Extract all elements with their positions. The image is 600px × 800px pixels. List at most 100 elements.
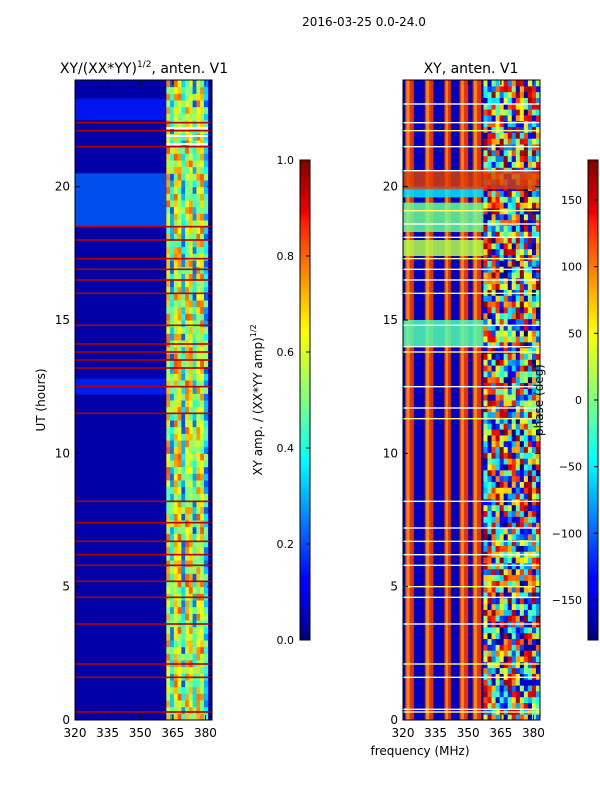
heatmap-cell [177, 360, 182, 368]
heatmap-cell [487, 638, 493, 645]
heatmap-cell [173, 280, 179, 288]
heatmap-cell [491, 138, 497, 145]
amplitude-axes-frame [74, 79, 213, 721]
heatmap-cell [495, 394, 501, 401]
heatmap-cell [495, 702, 501, 709]
heatmap-cell [192, 413, 197, 421]
heatmap-cell [531, 650, 537, 657]
heatmap-cell [170, 180, 175, 188]
heatmap-cell [527, 254, 533, 261]
heatmap-cell [170, 640, 175, 648]
heatmap-cell [188, 540, 194, 548]
heatmap-cell [495, 464, 501, 471]
heatmap-cell [503, 545, 509, 552]
heatmap-cell [527, 685, 533, 692]
heatmap-cell [515, 277, 521, 285]
heatmap-cell [499, 277, 505, 285]
heatmap-gap-line [403, 527, 540, 529]
colorbar-tick-label: −100 [552, 527, 582, 540]
heatmap-cell [483, 458, 488, 465]
heatmap-cell [188, 240, 194, 248]
heatmap-cell [170, 173, 175, 181]
heatmap-cell [511, 376, 517, 384]
heatmap-cell [487, 219, 493, 226]
heatmap-cell [515, 493, 521, 500]
heatmap-cell [166, 93, 171, 101]
heatmap-cell [535, 487, 540, 494]
heatmap-cell [499, 295, 505, 302]
heatmap-cell [499, 400, 505, 407]
heatmap-cell [527, 481, 533, 488]
heatmap-cell [503, 673, 509, 680]
heatmap-cell [531, 120, 537, 128]
heatmap-cell [487, 469, 493, 477]
heatmap-cell [188, 513, 194, 521]
heatmap-cell [511, 615, 517, 622]
heatmap-cell [507, 254, 513, 261]
heatmap-cell [181, 466, 186, 474]
heatmap-cell [531, 155, 537, 162]
heatmap-gap-line [75, 521, 212, 524]
heatmap-cell [519, 475, 525, 482]
heatmap-cell [487, 97, 493, 104]
heatmap-cell [531, 434, 537, 442]
heatmap-cell [483, 312, 488, 320]
heatmap-cell [495, 341, 501, 349]
heatmap-cell [166, 193, 171, 201]
heatmap-cell [523, 283, 529, 290]
heatmap-cell [535, 574, 540, 581]
heatmap-cell [487, 155, 493, 162]
heatmap-cell [507, 603, 513, 610]
heatmap-cell [511, 568, 517, 576]
heatmap-cell [483, 283, 488, 290]
heatmap-cell [531, 510, 537, 517]
heatmap-cell [188, 666, 194, 674]
heatmap-cell [515, 429, 521, 436]
heatmap-cell [173, 353, 179, 361]
heatmap-cell [495, 97, 501, 104]
heatmap-cell [535, 632, 540, 640]
heatmap-cell [519, 440, 525, 448]
heatmap-cell [515, 219, 521, 226]
heatmap-cell [170, 626, 175, 634]
heatmap-cell [527, 312, 533, 320]
heatmap-cell [181, 520, 186, 528]
heatmap-cell [173, 706, 179, 714]
heatmap-cell [188, 193, 194, 201]
heatmap-cell [503, 429, 509, 436]
heatmap-cell [177, 353, 182, 361]
heatmap-cell [166, 160, 171, 168]
heatmap-cell [535, 702, 540, 709]
heatmap-cell [185, 320, 190, 328]
heatmap-cell [491, 702, 497, 709]
heatmap-cell [181, 666, 186, 674]
heatmap-cell [527, 714, 533, 720]
heatmap-cell [170, 153, 175, 161]
heatmap-cell [499, 568, 505, 576]
heatmap-cell [170, 386, 175, 394]
heatmap-cell [511, 667, 517, 674]
heatmap-cell [181, 473, 186, 481]
heatmap-cell [499, 132, 505, 139]
heatmap-cell [483, 679, 488, 686]
heatmap-cell [531, 394, 537, 401]
heatmap-cell [200, 186, 205, 194]
heatmap-cell [188, 186, 194, 194]
heatmap-cell [196, 506, 201, 514]
heatmap-cell [503, 138, 509, 145]
heatmap-cell [177, 213, 182, 221]
heatmap-cell [511, 702, 517, 709]
heatmap-cell [203, 333, 209, 341]
heatmap-cell [499, 242, 505, 250]
heatmap-cell [527, 376, 533, 384]
heatmap-cell [535, 114, 540, 122]
heatmap-cell [491, 603, 497, 610]
heatmap-cell [192, 640, 197, 648]
heatmap-cell [507, 365, 513, 372]
heatmap-cell [487, 522, 493, 529]
heatmap-cell [531, 452, 537, 459]
heatmap-cell [507, 498, 513, 506]
heatmap-cell [527, 528, 533, 535]
heatmap-cell [181, 280, 186, 288]
heatmap-cell [531, 318, 537, 325]
